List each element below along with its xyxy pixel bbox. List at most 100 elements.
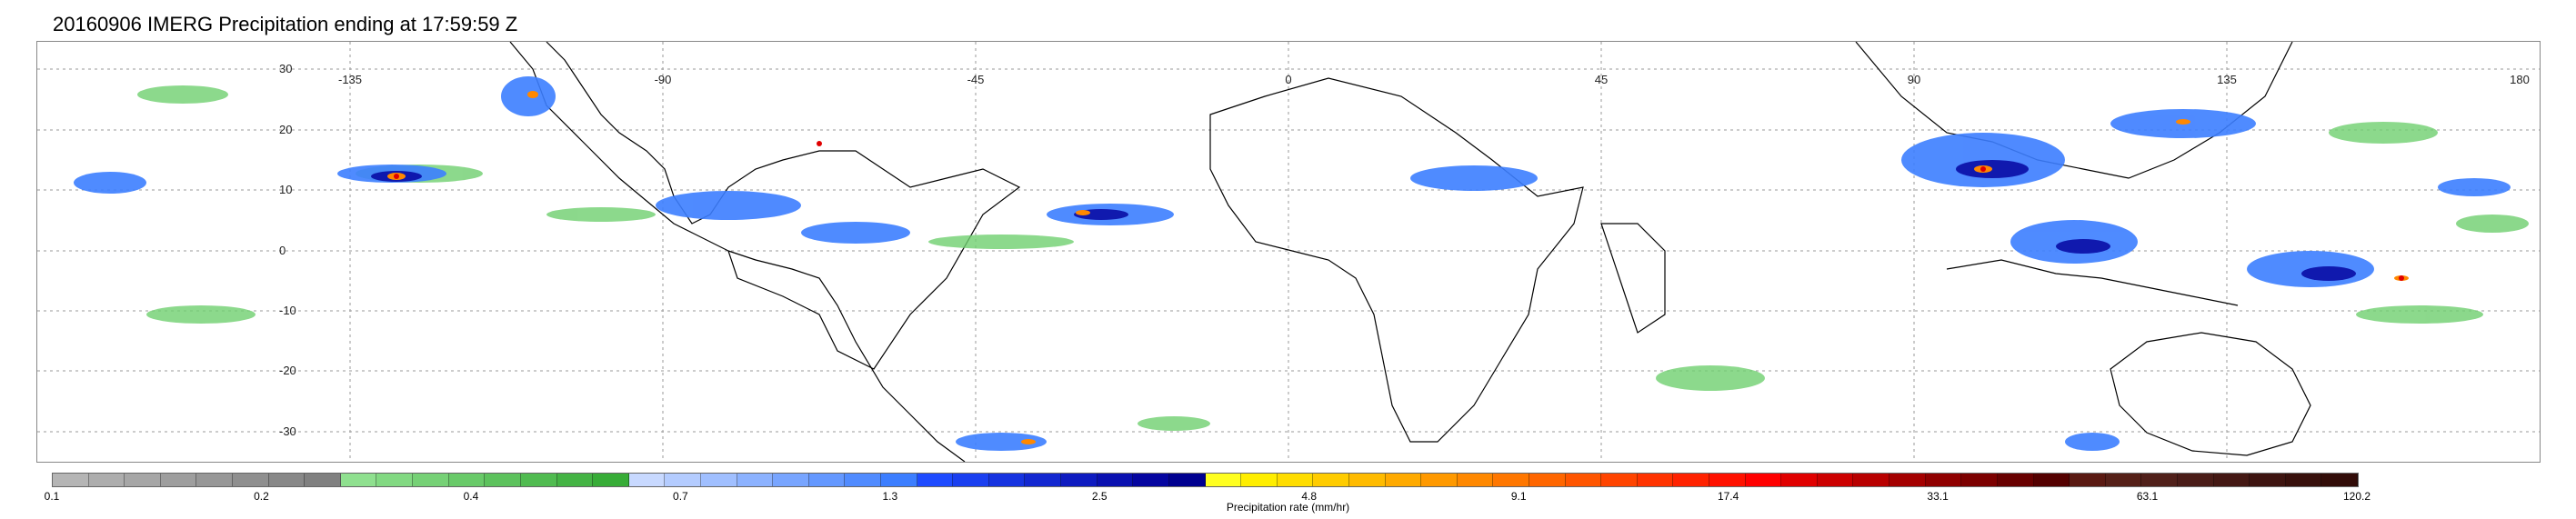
colorbar-segment xyxy=(1961,474,1998,486)
colorbar-segment xyxy=(2250,474,2286,486)
colorbar-segment xyxy=(1133,474,1169,486)
lon-label: 90 xyxy=(1908,73,1920,86)
colorbar-segment xyxy=(1205,474,1242,486)
colorbar-segment xyxy=(2177,474,2214,486)
colorbar-segment xyxy=(988,474,1026,486)
lon-label: -90 xyxy=(655,73,672,86)
colorbar-segment xyxy=(233,474,269,486)
colorbar-segment xyxy=(413,474,449,486)
colorbar-segment xyxy=(125,474,161,486)
lon-label: 180 xyxy=(2510,73,2530,86)
colorbar-segment xyxy=(808,474,846,486)
colorbar-segment xyxy=(1457,474,1494,486)
colorbar-segment xyxy=(1565,474,1602,486)
colorbar-segment xyxy=(1781,474,1818,486)
colorbar-tick-label: 120.2 xyxy=(2342,490,2371,503)
colorbar-segment xyxy=(1529,474,1566,486)
colorbar-segment xyxy=(1853,474,1890,486)
colorbar-segment xyxy=(556,474,594,486)
colorbar-segment xyxy=(1348,474,1386,486)
colorbar-segment xyxy=(1997,474,2034,486)
lat-label: 30 xyxy=(279,62,292,75)
colorbar-segment xyxy=(1493,474,1529,486)
colorbar-segment xyxy=(2285,474,2322,486)
colorbar-segment xyxy=(448,474,486,486)
colorbar-segment xyxy=(268,474,306,486)
colorbar-segment xyxy=(1925,474,1962,486)
colorbar-tick-label: 0.4 xyxy=(463,490,479,503)
colorbar-segment xyxy=(2033,474,2070,486)
colorbar-segment xyxy=(160,474,197,486)
colorbar-segment xyxy=(1673,474,1710,486)
colorbar-segment xyxy=(1601,474,1638,486)
colorbar-segment xyxy=(88,474,125,486)
precipitation-map: -135 -90 -45 0 45 90 135 180 30 20 10 0 … xyxy=(36,41,2541,463)
colorbar-tick-label: 9.1 xyxy=(1510,490,1527,503)
colorbar-segment xyxy=(1385,474,1422,486)
colorbar-label: Precipitation rate (mm/hr) xyxy=(1226,501,1350,514)
colorbar-segment xyxy=(1277,474,1314,486)
lat-label: -20 xyxy=(279,364,296,377)
colorbar-segment xyxy=(340,474,377,486)
colorbar-segment xyxy=(1313,474,1349,486)
lat-label: 10 xyxy=(279,183,292,196)
colorbar-segment xyxy=(1025,474,1062,486)
colorbar-segment xyxy=(737,474,774,486)
colorbar-segment xyxy=(1817,474,1854,486)
colorbar-tick-label: 0.7 xyxy=(673,490,688,503)
lat-label: -30 xyxy=(279,424,296,438)
lon-label: -135 xyxy=(338,73,362,86)
map-title: 20160906 IMERG Precipitation ending at 1… xyxy=(53,13,518,35)
colorbar-segment xyxy=(1745,474,1782,486)
colorbar-segment xyxy=(376,474,414,486)
colorbar-segment xyxy=(953,474,989,486)
lat-label: 0 xyxy=(279,244,286,257)
colorbar-segment xyxy=(53,474,89,486)
colorbar-segment xyxy=(1061,474,1098,486)
colorbar-segment xyxy=(665,474,701,486)
colorbar-tick-label: 0.1 xyxy=(44,490,60,503)
colorbar-segment xyxy=(773,474,809,486)
colorbar-segment xyxy=(593,474,629,486)
lon-label: 135 xyxy=(2217,73,2237,86)
colorbar-segment xyxy=(1241,474,1278,486)
colorbar-segment xyxy=(1097,474,1134,486)
colorbar-segment xyxy=(628,474,666,486)
colorbar-tick-label: 33.1 xyxy=(1927,490,1949,503)
colorbar-segment xyxy=(917,474,954,486)
colorbar-segment xyxy=(1168,474,1206,486)
colorbar-tick-label: 2.5 xyxy=(1091,490,1108,503)
lat-label: 20 xyxy=(279,123,292,136)
colorbar-segment xyxy=(1889,474,1926,486)
colorbar-segment xyxy=(2070,474,2106,486)
latitude-labels: 30 20 10 0 -10 -20 -30 xyxy=(279,62,296,438)
graticule xyxy=(37,42,2540,462)
lon-label: 45 xyxy=(1595,73,1608,86)
colorbar-segment xyxy=(2321,474,2358,486)
colorbar-segment xyxy=(845,474,882,486)
colorbar-segment xyxy=(881,474,917,486)
colorbar xyxy=(52,473,2359,487)
colorbar-tick-label: 0.2 xyxy=(254,490,269,503)
colorbar-tick-label: 63.1 xyxy=(2136,490,2159,503)
colorbar-tick-label: 1.3 xyxy=(882,490,898,503)
colorbar-tick-label: 4.8 xyxy=(1301,490,1318,503)
precipitation-field xyxy=(74,76,2529,451)
colorbar-segment xyxy=(520,474,557,486)
coastlines xyxy=(509,42,2311,462)
longitude-labels: -135 -90 -45 0 45 90 135 180 xyxy=(338,73,2530,86)
lon-label: 0 xyxy=(1285,73,1291,86)
colorbar-segment xyxy=(2141,474,2178,486)
colorbar-segment xyxy=(485,474,521,486)
colorbar-segment xyxy=(1421,474,1458,486)
colorbar-segment xyxy=(700,474,737,486)
lon-label: -45 xyxy=(967,73,985,86)
colorbar-segment xyxy=(2213,474,2250,486)
lat-label: -10 xyxy=(279,304,296,317)
colorbar-segment xyxy=(305,474,341,486)
colorbar-segment xyxy=(1637,474,1674,486)
colorbar-tick-label: 17.4 xyxy=(1717,490,1739,503)
colorbar-segment xyxy=(1709,474,1746,486)
colorbar-segment xyxy=(196,474,234,486)
colorbar-segment xyxy=(2105,474,2142,486)
